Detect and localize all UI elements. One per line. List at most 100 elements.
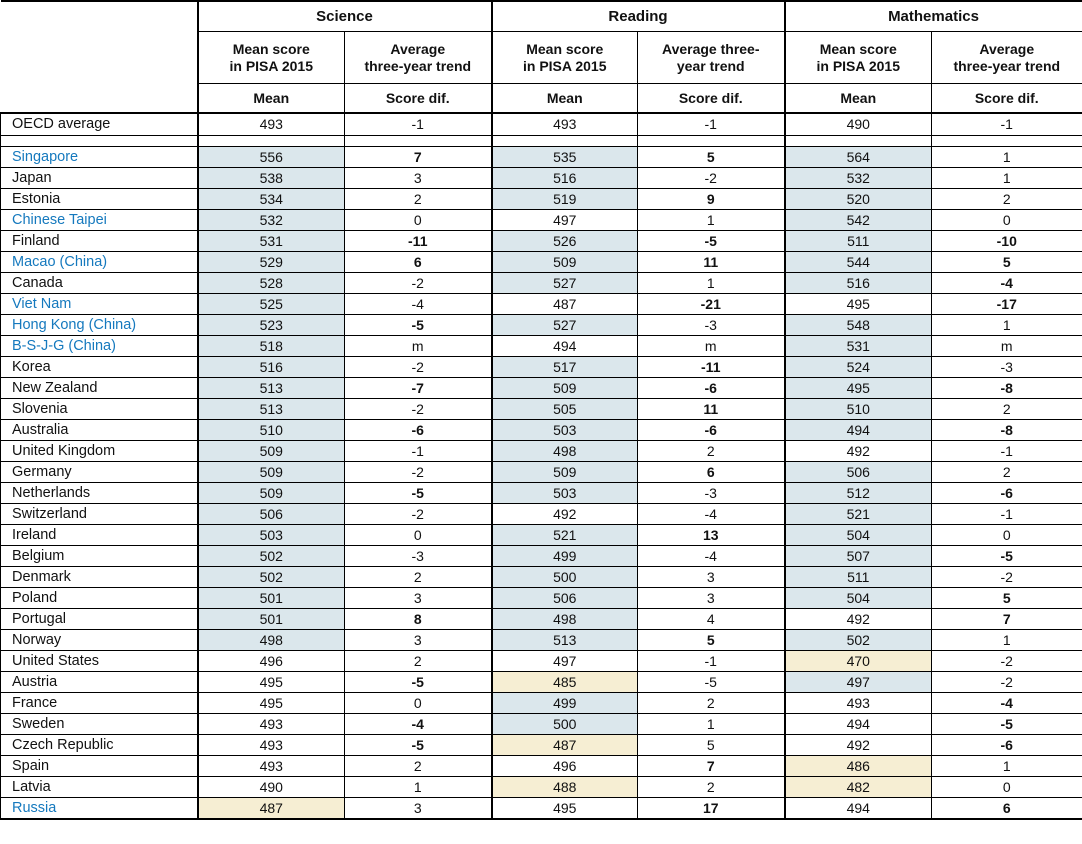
- mean-score-cell: 505: [490, 398, 638, 420]
- table-row: Hong Kong (China) 523 -5 527 -3 548 1: [0, 314, 1082, 336]
- trend-cell: 0: [931, 209, 1082, 231]
- country-label: Netherlands: [0, 482, 198, 504]
- trend-cell: 4: [637, 608, 785, 630]
- trend-cell: 1: [931, 755, 1082, 777]
- country-link[interactable]: Singapore: [0, 146, 198, 168]
- header-group-mathematics: Mathematics: [783, 0, 1082, 32]
- trend-cell: -5: [931, 545, 1082, 567]
- mean-score-cell: 487: [490, 293, 638, 315]
- mean-score-cell: 528: [196, 272, 345, 294]
- trend-cell: 2: [931, 398, 1082, 420]
- table-row: France 495 0 499 2 493 -4: [0, 692, 1082, 714]
- mean-score-cell: 516: [196, 356, 345, 378]
- country-label: Denmark: [0, 566, 198, 588]
- trend-cell: -6: [637, 419, 785, 441]
- trend-cell: -5: [344, 482, 492, 504]
- trend-cell: 1: [344, 776, 492, 798]
- trend-cell: -5: [637, 671, 785, 693]
- mean-score-cell: 509: [490, 251, 638, 273]
- mean-score-cell: 492: [783, 608, 932, 630]
- mean-score-cell: 534: [196, 188, 345, 210]
- mean-score-cell: 500: [490, 713, 638, 735]
- trend-cell: -5: [637, 230, 785, 252]
- mean-score-cell: 516: [783, 272, 932, 294]
- country-link[interactable]: Russia: [0, 797, 198, 820]
- table-body: OECD average 493 -1 493 -1 490 -1 Singap…: [0, 112, 1082, 820]
- table-row: Germany 509 -2 509 6 506 2: [0, 461, 1082, 483]
- country-label: Norway: [0, 629, 198, 651]
- mean-score-cell: 526: [490, 230, 638, 252]
- trend-cell: 1: [931, 314, 1082, 336]
- trend-cell: -3: [344, 545, 492, 567]
- trend-cell: -3: [637, 482, 785, 504]
- trend-cell: -17: [931, 293, 1082, 315]
- mean-score-cell: 493: [783, 692, 932, 714]
- mean-score-cell: 502: [196, 545, 345, 567]
- mean-score-cell: 498: [490, 608, 638, 630]
- trend-cell: -3: [931, 356, 1082, 378]
- trend-cell: 1: [931, 167, 1082, 189]
- table-row: Latvia 490 1 488 2 482 0: [0, 776, 1082, 798]
- country-label: Czech Republic: [0, 734, 198, 756]
- mean-score-cell: 542: [783, 209, 932, 231]
- trend-cell: -7: [344, 377, 492, 399]
- mean-score-cell: 507: [783, 545, 932, 567]
- table-row: Poland 501 3 506 3 504 5: [0, 587, 1082, 609]
- trend-cell: 3: [637, 566, 785, 588]
- table-row: Estonia 534 2 519 9 520 2: [0, 188, 1082, 210]
- table-row: Switzerland 506 -2 492 -4 521 -1: [0, 503, 1082, 525]
- mean-score-cell: 521: [783, 503, 932, 525]
- table-row: Singapore 556 7 535 5 564 1: [0, 146, 1082, 168]
- trend-cell: -2: [344, 503, 492, 525]
- mean-score-cell: 502: [196, 566, 345, 588]
- country-label: Poland: [0, 587, 198, 609]
- trend-cell: 2: [344, 188, 492, 210]
- mean-score-cell: 487: [196, 797, 345, 820]
- mean-score-cell: 498: [490, 440, 638, 462]
- trend-cell: 11: [637, 251, 785, 273]
- country-label: Switzerland: [0, 503, 198, 525]
- trend-cell: -1: [931, 503, 1082, 525]
- country-label: Latvia: [0, 776, 198, 798]
- trend-cell: m: [637, 335, 785, 357]
- country-label: Finland: [0, 230, 198, 252]
- country-link[interactable]: Macao (China): [0, 251, 198, 273]
- mean-score-cell: 532: [196, 209, 345, 231]
- table-row: Japan 538 3 516 -2 532 1: [0, 167, 1082, 189]
- country-link[interactable]: Chinese Taipei: [0, 209, 198, 231]
- mean-score-cell: 506: [196, 503, 345, 525]
- trend-cell: 0: [931, 776, 1082, 798]
- mean-score-cell: 525: [196, 293, 345, 315]
- trend-cell: 7: [931, 608, 1082, 630]
- country-label: Germany: [0, 461, 198, 483]
- table-row: B-S-J-G (China) 518 m 494 m 531 m: [0, 335, 1082, 357]
- mean-score-cell: 509: [490, 461, 638, 483]
- mean-score-cell: 501: [196, 587, 345, 609]
- trend-cell: 1: [637, 272, 785, 294]
- mean-score-cell: 531: [783, 335, 932, 357]
- mean-score-cell: 495: [490, 797, 638, 820]
- country-link[interactable]: B-S-J-G (China): [0, 335, 198, 357]
- mean-score-cell: 495: [196, 692, 345, 714]
- mean-score-cell: 482: [783, 776, 932, 798]
- trend-cell: -1: [344, 440, 492, 462]
- country-link[interactable]: Hong Kong (China): [0, 314, 198, 336]
- trend-cell: 3: [344, 167, 492, 189]
- country-label: Canada: [0, 272, 198, 294]
- table-row: Australia 510 -6 503 -6 494 -8: [0, 419, 1082, 441]
- mean-score-cell: 504: [783, 587, 932, 609]
- mean-score-cell: 499: [490, 545, 638, 567]
- mean-score-cell: 494: [783, 713, 932, 735]
- trend-cell: -1: [344, 112, 492, 136]
- mean-score-cell: 513: [196, 377, 345, 399]
- trend-cell: -5: [344, 734, 492, 756]
- table-row: Macao (China) 529 6 509 11 544 5: [0, 251, 1082, 273]
- table-row: Chinese Taipei 532 0 497 1 542 0: [0, 209, 1082, 231]
- mean-score-cell: 486: [783, 755, 932, 777]
- trend-cell: -2: [344, 398, 492, 420]
- mean-score-cell: 499: [490, 692, 638, 714]
- country-link[interactable]: Viet Nam: [0, 293, 198, 315]
- header-group-science: Science: [196, 0, 492, 32]
- trend-cell: -2: [931, 671, 1082, 693]
- pisa-results-table: Science Reading Mathematics Mean score i…: [0, 0, 1082, 820]
